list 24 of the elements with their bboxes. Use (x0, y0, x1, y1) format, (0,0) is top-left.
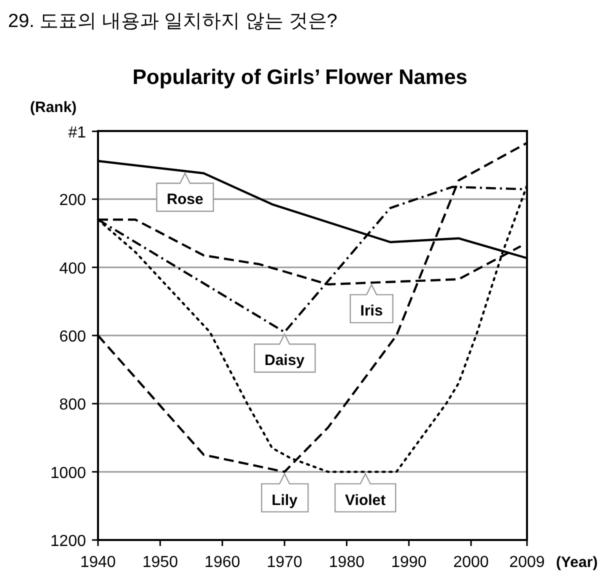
y-tick-label: 200 (59, 192, 86, 210)
annotation: Lily (272, 492, 298, 509)
x-tick-label: 1990 (391, 554, 427, 571)
annotation: Rose (166, 191, 204, 208)
x-tick-label: 1940 (80, 554, 116, 571)
x-tick-label: 2000 (453, 554, 489, 571)
annotation: Iris (360, 302, 383, 320)
y-tick-label: 400 (59, 260, 86, 278)
x-axis-title: (Year) (556, 554, 598, 571)
x-tick-label: 1960 (204, 554, 240, 571)
x-tick-label: 1950 (142, 554, 178, 571)
x-tick-label: 1980 (328, 554, 365, 571)
annotation: Violet (345, 492, 386, 509)
y-tick-label: #1 (68, 124, 86, 142)
y-tick-label: 800 (59, 396, 86, 414)
y-axis-title: (Rank) (30, 99, 77, 116)
text: 29. 도표의 내용과 일치하지 않는 것은? (8, 11, 338, 32)
y-tick-label: 600 (59, 328, 86, 346)
y-tick-label: 1000 (50, 464, 86, 482)
x-tick-label: 1970 (266, 554, 302, 571)
x-tick-label: 2009 (509, 554, 545, 571)
y-tick-label: 1200 (50, 533, 86, 550)
annotation: Daisy (264, 352, 306, 370)
chart-title: Popularity of Girls’ Flower Names (132, 66, 468, 89)
